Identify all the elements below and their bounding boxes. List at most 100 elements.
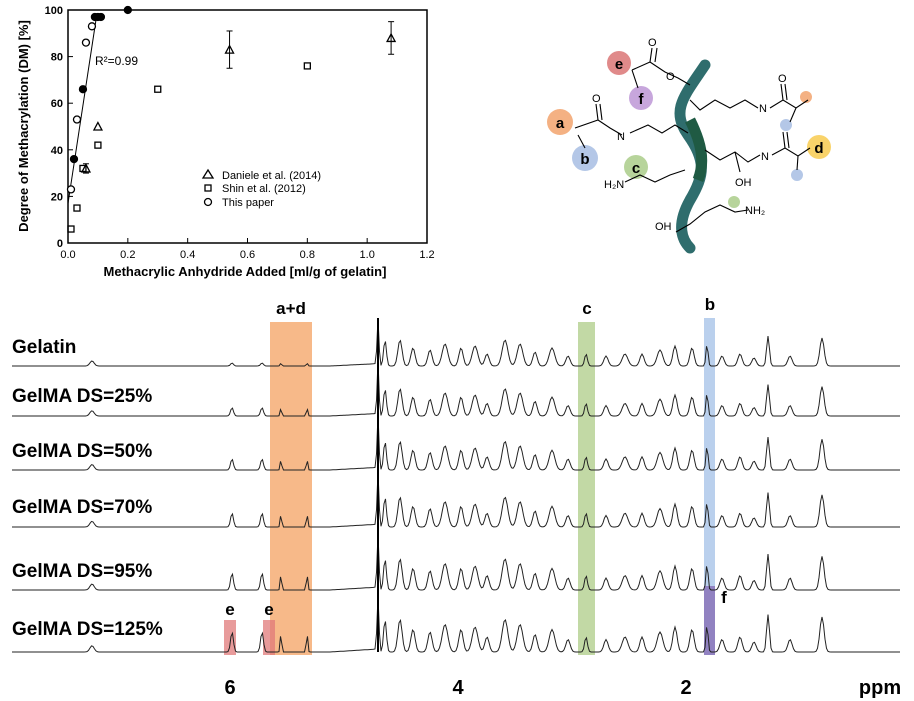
data-points	[66, 5, 397, 233]
y-axis-label: Degree of Methacrylation (DM) [%]	[16, 20, 31, 232]
atom-label: O	[778, 73, 787, 85]
scatter-plot: 0.0 0.2 0.4 0.6 0.8 1.0 1.2 0 20 40 60 80 100 Metha…	[16, 5, 435, 279]
data-point-circle	[96, 12, 106, 22]
data-point-square	[94, 141, 102, 149]
ppm-tick-label: 6	[224, 677, 235, 699]
spectrum-trace	[12, 359, 900, 417]
fit-line	[67, 16, 97, 204]
legend-entry: Shin et al. (2012)	[222, 183, 306, 195]
legend-entry: This paper	[222, 197, 274, 209]
marker-dot	[780, 119, 792, 131]
structure-label-f: f	[639, 91, 645, 108]
y-tick-label: 20	[51, 191, 63, 203]
atom-label: O	[648, 37, 657, 49]
y-tick-label: 80	[51, 52, 63, 64]
structure-label-e: e	[615, 56, 623, 73]
ppm-axis-label: ppm	[859, 677, 901, 699]
y-tick-label: 0	[57, 238, 63, 250]
spectrum-trace	[12, 595, 900, 653]
data-point-square	[73, 204, 81, 212]
data-point-circle	[87, 22, 97, 31]
data-point-triangle	[386, 32, 397, 43]
atom-label: N	[617, 131, 625, 143]
y-tick-label: 40	[51, 145, 63, 157]
band-c	[578, 322, 595, 655]
spectrum-trace	[12, 533, 900, 591]
atom-label: OH	[655, 221, 672, 233]
label-bubble-f	[629, 86, 653, 110]
ppm-tick-label: 4	[452, 677, 464, 699]
chemical-structure: O N N N H₂N OH OH NH₂ O O O e f a b c d	[547, 37, 831, 254]
band-label-a-d: a+d	[276, 299, 306, 318]
x-tick-label: 1.2	[419, 249, 434, 261]
data-point-square	[67, 225, 75, 233]
x-tick-label: 0.6	[240, 249, 255, 261]
structure-label-c: c	[632, 160, 640, 177]
label-bubble-a	[547, 109, 573, 135]
x-tick-label: 0.2	[120, 249, 135, 261]
band-label-c: c	[582, 299, 591, 318]
atom-label: H₂N	[604, 179, 624, 191]
spectrum-label: Gelatin	[12, 337, 76, 358]
label-bubble-e	[607, 51, 631, 75]
x-tick-label: 1.0	[360, 249, 375, 261]
spectrum-label: GelMA DS=50%	[12, 441, 152, 462]
protein-backbone-shade	[685, 117, 708, 183]
atom-label: N	[759, 103, 767, 115]
data-point-square	[79, 164, 87, 173]
band-f	[704, 586, 715, 655]
spectrum-label: GelMA DS=70%	[12, 497, 152, 518]
marker-dot	[800, 91, 812, 103]
data-point-circle	[123, 5, 132, 15]
y-ticks: 0 20 40 60 80 100	[45, 5, 73, 250]
data-point-circle	[81, 38, 91, 47]
legend: Daniele et al. (2014) Shin et al. (2012)…	[201, 168, 321, 209]
label-bubble-c	[624, 155, 648, 179]
marker-dot	[791, 169, 803, 181]
spectrum-trace	[12, 413, 900, 471]
legend-marker-circle	[203, 197, 213, 207]
bond-lines	[574, 47, 811, 233]
band-b	[704, 318, 715, 655]
data-point-circle	[78, 85, 88, 94]
x-ticks: 0.0 0.2 0.4 0.6 0.8 1.0 1.2	[60, 238, 435, 261]
structure-label-a: a	[556, 115, 565, 132]
y-tick-label: 60	[51, 98, 63, 110]
band-e	[263, 620, 275, 655]
legend-entry: Daniele et al. (2014)	[222, 170, 321, 182]
data-point-circle	[72, 115, 82, 124]
atom-label: O	[666, 71, 675, 83]
spectrum-trace	[12, 470, 900, 528]
atom-label: OH	[735, 177, 752, 189]
band-e	[224, 620, 236, 655]
band-a-d	[270, 322, 312, 655]
band-label-b: b	[705, 295, 715, 314]
r-squared-annotation: R²=0.99	[95, 54, 138, 68]
spectrum-label: GelMA DS=125%	[12, 619, 163, 640]
nmr-spectra: a+d c b f e e Gelatin GelMA DS=25% GelMA…	[12, 295, 901, 699]
band-label-e: e	[264, 600, 273, 619]
x-axis-label: Methacrylic Anhydride Added [ml/g of gel…	[104, 264, 387, 279]
structure-label-d: d	[814, 140, 823, 157]
atom-label: N	[761, 151, 769, 163]
y-tick-label: 100	[45, 5, 63, 17]
data-point-circle	[66, 185, 76, 194]
band-label-f: f	[721, 588, 727, 607]
data-point-triangle	[92, 121, 104, 131]
data-point-square	[303, 62, 311, 70]
ppm-tick-label: 2	[680, 677, 691, 699]
atom-label: NH₂	[745, 205, 765, 217]
x-tick-label: 0.0	[60, 249, 75, 261]
label-bubble-b	[572, 145, 598, 171]
spectrum-label: GelMA DS=25%	[12, 386, 152, 407]
structure-label-b: b	[580, 151, 589, 168]
data-point-square	[154, 85, 162, 93]
data-point-triangle	[224, 44, 235, 54]
spectrum-label: GelMA DS=95%	[12, 561, 152, 582]
band-label-e: e	[225, 600, 234, 619]
legend-marker-square	[204, 184, 212, 192]
x-tick-label: 0.4	[180, 249, 195, 261]
atom-label: O	[592, 93, 601, 105]
spectrum-traces	[12, 317, 900, 653]
